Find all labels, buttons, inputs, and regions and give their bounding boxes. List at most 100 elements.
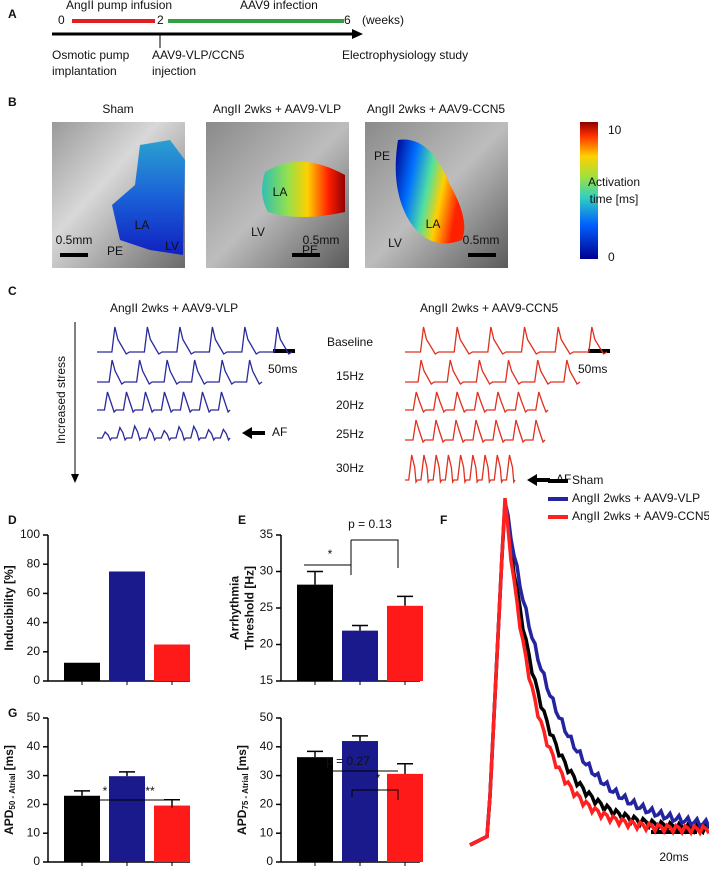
y-tick-label: 10 — [260, 825, 274, 839]
y-tick-label: 80 — [27, 556, 41, 570]
phase-label: AngII pump infusion — [66, 0, 172, 12]
significance-bracket — [81, 799, 173, 808]
colorbar-title: Activation — [588, 175, 640, 189]
y-tick-label: 15 — [260, 673, 274, 687]
y-axis-label: Inducibility [%] — [2, 565, 16, 650]
ecg-trace — [97, 359, 263, 385]
panel-label: A — [8, 7, 17, 21]
legend-label: AngII 2wks + AAV9-CCN5 — [572, 509, 709, 523]
y-label-main: APD — [2, 809, 16, 835]
y-tick-label: 40 — [27, 615, 41, 629]
map-label: 0.5mm — [303, 233, 340, 247]
colorbar-title: time [ms] — [590, 192, 639, 206]
y-tick-label: 30 — [27, 768, 41, 782]
event-label: Electrophysiology study — [342, 48, 468, 62]
y-label-main: APD — [235, 809, 249, 835]
y-tick-label: 100 — [20, 527, 40, 541]
ecg-trace — [97, 326, 293, 355]
y-tick-label: 0 — [33, 854, 40, 868]
ap-trace — [469, 503, 709, 847]
map-label: LV — [388, 236, 402, 250]
panel-label: E — [238, 513, 246, 527]
y-tick-label: 25 — [260, 600, 274, 614]
annotation: * — [328, 547, 333, 561]
error-bar — [74, 790, 90, 796]
ap-trace — [469, 497, 709, 847]
panel-label: D — [8, 513, 17, 527]
y-axis-label: Threshold [Hz] — [243, 566, 257, 650]
map-title: Sham — [102, 102, 133, 116]
y-tick-label: 10 — [27, 825, 41, 839]
phase-label: AAV9 infection — [240, 0, 318, 12]
activation-map — [262, 161, 345, 217]
colorbar — [580, 122, 598, 259]
significance-bracket — [304, 564, 352, 575]
annotation: p = 0.13 — [348, 517, 392, 531]
y-tick-label: 30 — [260, 768, 274, 782]
error-bar — [352, 735, 368, 742]
y-tick-label: 20 — [27, 797, 41, 811]
stage-label: Baseline — [327, 335, 373, 349]
group-title: AngII 2wks + AAV9-VLP — [110, 301, 238, 315]
af-arrow — [242, 427, 265, 439]
bar — [387, 605, 423, 681]
map-title: AngII 2wks + AAV9-CCN5 — [367, 102, 505, 116]
tick-label: 2 — [157, 13, 164, 27]
activation-map — [112, 140, 185, 255]
annotation: p = 0.27 — [326, 754, 370, 768]
y-tick-label: 30 — [260, 564, 274, 578]
bar — [64, 662, 100, 681]
colorbar-label: 0 — [608, 250, 615, 264]
event-label: AAV9-VLP/CCN5 — [152, 48, 245, 62]
y-tick-label: 40 — [260, 739, 274, 753]
panel-label: F — [440, 513, 447, 527]
y-tick-label: 50 — [27, 710, 41, 724]
y-tick-label: 40 — [27, 739, 41, 753]
stage-label: 30Hz — [336, 461, 364, 475]
y-tick-label: 20 — [260, 637, 274, 651]
bar — [154, 644, 190, 681]
bar — [109, 776, 145, 862]
y-tick-label: 60 — [27, 586, 41, 600]
ecg-trace — [405, 419, 546, 444]
map-title: AngII 2wks + AAV9-VLP — [213, 102, 341, 116]
scale-label: 50ms — [268, 362, 297, 376]
y-axis-label: Arrhythmia — [228, 576, 242, 640]
y-label-sub: 50 - Atrial — [8, 773, 17, 809]
error-bar — [307, 750, 323, 758]
y-tick-label: 50 — [260, 710, 274, 724]
bar — [297, 584, 333, 681]
error-bar — [119, 771, 135, 777]
tick-label: 6 — [344, 13, 351, 27]
stage-label: 15Hz — [336, 369, 364, 383]
bar — [342, 741, 378, 862]
bar — [342, 630, 378, 681]
error-bar — [397, 595, 413, 606]
y-axis-label: APD50 - Atrial [ms] — [2, 745, 17, 835]
map-label: PE — [374, 149, 390, 163]
scale-label: 50ms — [578, 362, 607, 376]
panel-label: B — [8, 95, 17, 109]
ecg-trace — [405, 454, 516, 485]
bar — [109, 571, 145, 681]
stage-label: 20Hz — [336, 398, 364, 412]
y-label-sub: 75 - Atrial — [241, 773, 250, 809]
y-label-unit: [ms] — [235, 745, 249, 770]
ecg-trace — [405, 359, 581, 385]
y-tick-label: 0 — [266, 854, 273, 868]
map-label: LV — [165, 239, 179, 253]
error-bar — [397, 763, 413, 774]
bar — [154, 805, 190, 862]
y-tick-label: 35 — [260, 527, 274, 541]
ecg-trace — [405, 326, 608, 355]
bar — [387, 773, 423, 862]
map-label: 0.5mm — [463, 233, 500, 247]
y-tick-label: 20 — [27, 644, 41, 658]
y-tick-label: 0 — [33, 673, 40, 687]
colorbar-label: 10 — [608, 123, 622, 137]
stress-label: Increased stress — [54, 356, 68, 444]
activation-map — [395, 139, 465, 244]
y-axis-label: APD75 - Atrial [ms] — [235, 745, 250, 835]
event-label: Osmotic pump — [52, 48, 130, 62]
significance-bracket — [350, 539, 399, 572]
